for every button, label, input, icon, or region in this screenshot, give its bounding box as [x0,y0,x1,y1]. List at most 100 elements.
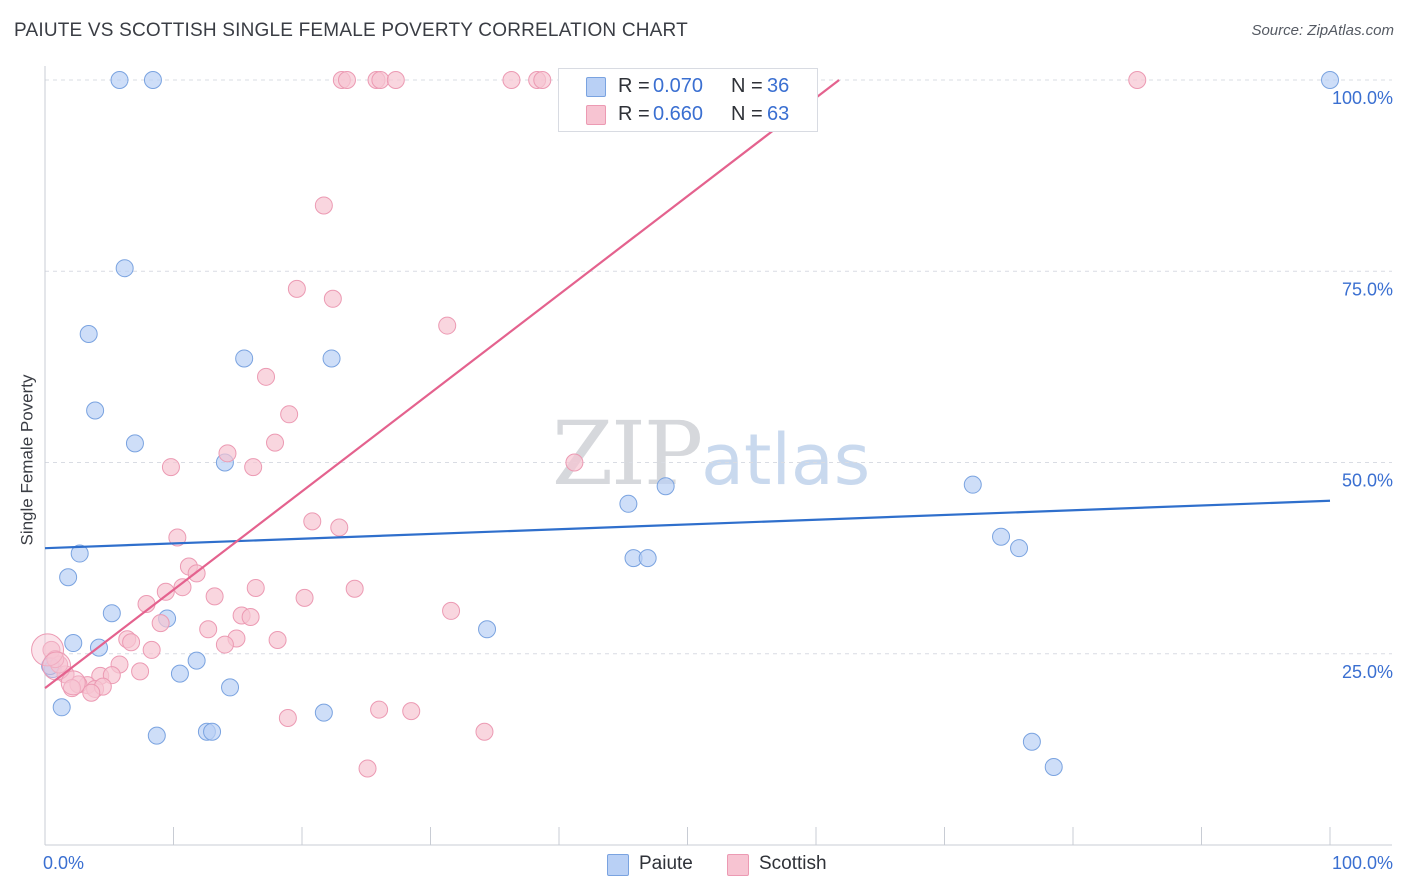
paiute-point [102,604,121,623]
paiute-point [187,651,206,670]
r-label: R = [618,75,650,97]
y-tick-label: 75.0% [1342,279,1393,299]
scottish-point [215,635,234,654]
n-label: N = [731,75,763,97]
scottish-point [1128,71,1147,89]
paiute-point [70,544,89,563]
scottish-point [241,608,260,627]
label-layer: 25.0% 50.0% 75.0% 100.0% 0.0% 100.0% [43,88,1393,873]
scottish-point [280,405,299,424]
paiute-point [619,494,638,513]
paiute-swatch [586,77,606,97]
scottish-trend-line [44,79,840,690]
paiute-point [147,726,166,745]
paiute-point [1010,539,1029,558]
legend-label-paiute: Paiute [639,853,693,874]
paiute-point [1321,71,1339,89]
scottish-point [475,722,494,741]
scottish-point [314,196,333,215]
scottish-point [278,709,297,728]
legend-box: R = 0.070 N = 36 R = 0.660 N = 63 [558,68,818,132]
scottish-point [156,582,175,601]
paiute-point [143,71,162,89]
paiute-point [478,620,497,639]
legend-label-scottish: Scottish [759,853,827,874]
paiute-point [86,401,105,420]
paiute-point [79,324,98,343]
source-label: Source: ZipAtlas.com [1251,22,1394,39]
scottish-point [257,367,276,386]
scottish-point [82,683,101,702]
paiute-point [1022,732,1041,751]
scottish-cluster-point [31,633,65,667]
chart-title: PAIUTE VS SCOTTISH SINGLE FEMALE POVERTY… [14,20,688,41]
r-value: 0.070 [653,75,704,97]
scottish-point [323,289,342,308]
scottish-point [330,518,349,537]
paiute-swatch [607,854,629,876]
scottish-point [168,528,187,547]
scottish-swatch [586,105,606,125]
y-tick-label: 100.0% [1332,88,1393,108]
watermark: ZIPatlas [552,402,870,505]
legend-row-paiute: R = 0.070 N = 36 [559,71,817,101]
x-tick-label-min: 0.0% [43,853,84,873]
scottish-point [266,433,285,452]
paiute-point [314,703,333,722]
scottish-point [295,588,314,607]
paiute-point [125,434,144,453]
paiute-point [52,698,71,717]
paiute-point [64,634,83,653]
bottom-legend: Paiute Scottish [0,852,1406,878]
paiute-point [1044,757,1063,776]
scottish-point [402,702,421,721]
paiute-point [992,527,1011,546]
paiute-point [59,568,78,587]
paiute-point [235,349,254,368]
y-axis-label: Single Female Poverty [17,374,36,546]
paiute-point [656,477,675,496]
scottish-point [345,579,364,598]
scottish-point [565,453,584,472]
scottish-point [358,759,377,778]
scottish-point [199,620,218,639]
scottish-point [303,512,322,531]
scottish-point [151,614,170,633]
paiute-point [322,349,341,368]
r-value: 0.660 [653,103,704,125]
r-label: R = [618,103,650,125]
scottish-point [438,316,457,335]
scottish-point [386,71,405,89]
scottish-swatch [727,854,749,876]
y-tick-label: 50.0% [1342,471,1393,491]
paiute-point [170,664,189,683]
scottish-point [442,601,461,620]
trend-layer [44,79,1331,690]
axis-layer [44,66,1392,846]
paiute-point [115,259,134,278]
scottish-cluster-point [60,670,86,696]
paiute-point [221,678,240,697]
scottish-point [131,662,150,681]
paiute-point [110,71,129,89]
scottish-point [244,458,263,477]
paiute-point [638,549,657,568]
scottish-point [142,640,161,659]
scottish-point [122,633,141,652]
scottish-point [46,650,65,669]
x-tick-label-max: 100.0% [1332,853,1393,873]
n-label: N = [731,103,763,125]
scottish-point [161,458,180,477]
legend-row-scottish: R = 0.660 N = 63 [559,99,817,129]
watermark-zip: ZIP [552,402,703,505]
scottish-point [370,700,389,719]
paiute-point [203,722,222,741]
points-layer [31,71,1339,778]
scottish-point [502,71,521,89]
scottish-point [371,71,390,89]
scottish-point [218,444,237,463]
scottish-point [337,71,356,89]
scottish-point [287,279,306,298]
scottish-point [246,578,265,597]
